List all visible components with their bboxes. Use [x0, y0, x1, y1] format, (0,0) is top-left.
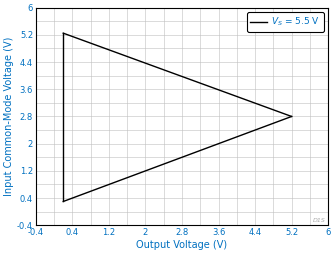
- Legend: $V_S$ = 5.5 V: $V_S$ = 5.5 V: [247, 12, 324, 32]
- Y-axis label: Input Common-Mode Voltage (V): Input Common-Mode Voltage (V): [4, 37, 14, 196]
- X-axis label: Output Voltage (V): Output Voltage (V): [136, 240, 227, 250]
- Text: D1S: D1S: [312, 218, 325, 223]
